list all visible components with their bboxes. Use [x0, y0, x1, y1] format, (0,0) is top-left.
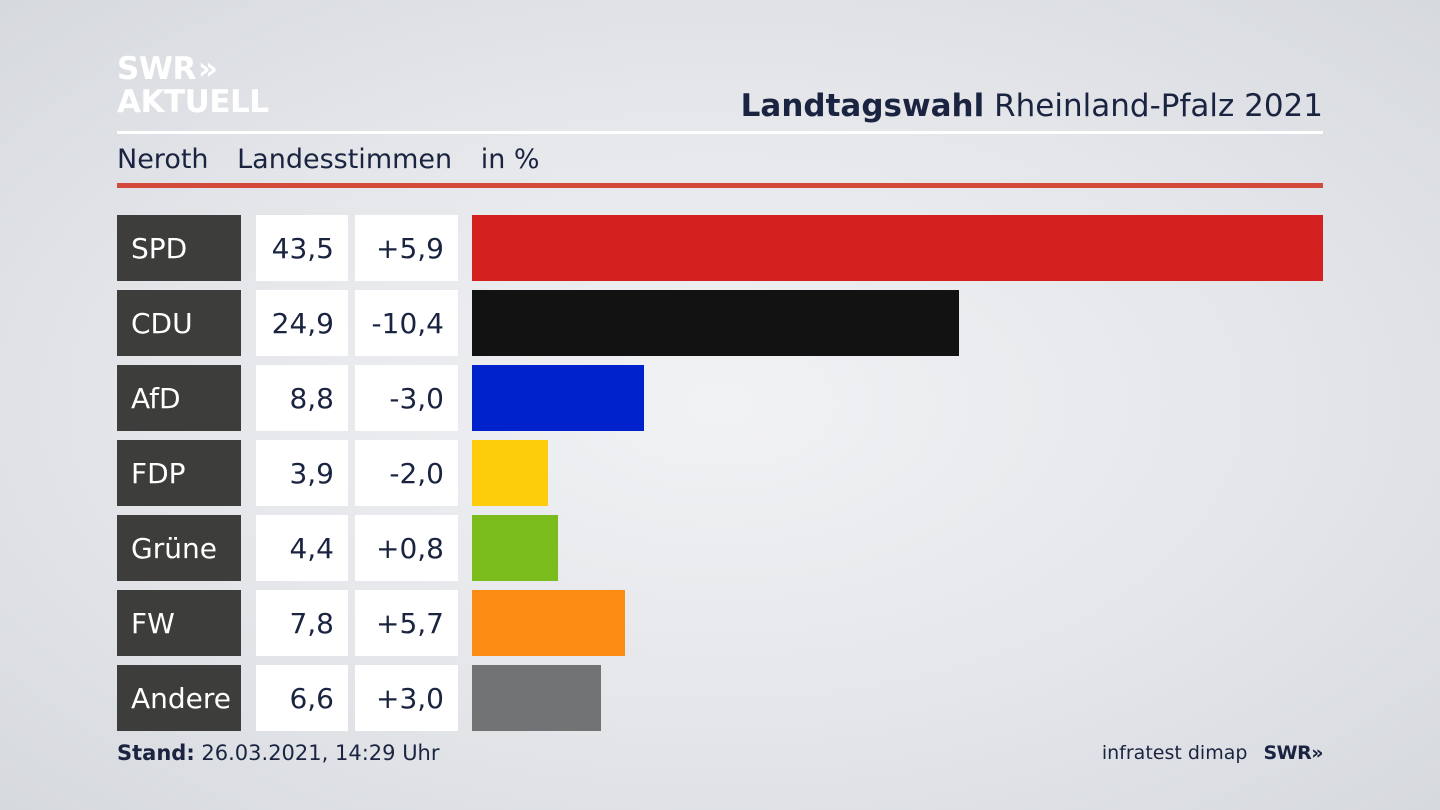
bar-row: Andere 6,6 +3,0	[117, 665, 1323, 731]
result-bar	[472, 215, 1323, 281]
source-credit: infratest dimap SWR»	[1101, 742, 1324, 764]
accent-divider	[117, 183, 1323, 188]
source-text: infratest dimap	[1101, 742, 1248, 764]
party-label: FDP	[117, 440, 241, 506]
stand-value: 26.03.2021, 14:29 Uhr	[201, 741, 440, 765]
party-label: SPD	[117, 215, 241, 281]
party-label: Grüne	[117, 515, 241, 581]
bar-row: FDP 3,9 -2,0	[117, 440, 1323, 506]
bar-row: Grüne 4,4 +0,8	[117, 515, 1323, 581]
result-bar	[472, 515, 558, 581]
swr-aktuell-logo: SWR» AKTUELL	[117, 54, 269, 118]
logo-swr-text: SWR	[117, 51, 196, 87]
party-label: Andere	[117, 665, 241, 731]
bar-row: CDU 24,9 -10,4	[117, 290, 1323, 356]
vote-share-label: 7,8	[256, 590, 348, 656]
subtitle-place: Neroth	[117, 144, 209, 175]
vote-share-label: 6,6	[256, 665, 348, 731]
logo-arrows-icon: »	[197, 51, 218, 87]
change-label: +0,8	[355, 515, 458, 581]
result-bar	[472, 590, 625, 656]
title-bold: Landtagswahl	[740, 88, 985, 124]
timestamp: Stand: 26.03.2021, 14:29 Uhr	[117, 741, 440, 765]
party-label: CDU	[117, 290, 241, 356]
result-bar	[472, 290, 959, 356]
swr-brand-logo: SWR»	[1263, 742, 1323, 764]
bar-row: AfD 8,8 -3,0	[117, 365, 1323, 431]
logo-aktuell-text: AKTUELL	[117, 84, 269, 120]
title-rest: Rheinland-Pfalz 2021	[994, 88, 1323, 124]
stand-label: Stand:	[117, 741, 195, 765]
result-bar	[472, 665, 601, 731]
vote-share-label: 43,5	[256, 215, 348, 281]
bar-row: FW 7,8 +5,7	[117, 590, 1323, 656]
party-label: FW	[117, 590, 241, 656]
change-label: -3,0	[355, 365, 458, 431]
bar-row: SPD 43,5 +5,9	[117, 215, 1323, 281]
change-label: -10,4	[355, 290, 458, 356]
vote-share-label: 3,9	[256, 440, 348, 506]
header-divider	[117, 131, 1323, 134]
subtitle-unit: in %	[480, 144, 540, 175]
change-label: +3,0	[355, 665, 458, 731]
party-label: AfD	[117, 365, 241, 431]
vote-share-label: 8,8	[256, 365, 348, 431]
subtitle: Neroth Landesstimmen in %	[117, 144, 560, 175]
result-bar	[472, 440, 548, 506]
change-label: +5,7	[355, 590, 458, 656]
page-title: Landtagswahl Rheinland-Pfalz 2021	[741, 88, 1323, 124]
vote-share-label: 4,4	[256, 515, 348, 581]
change-label: +5,9	[355, 215, 458, 281]
vote-share-label: 24,9	[256, 290, 348, 356]
subtitle-vote-type: Landesstimmen	[237, 144, 453, 175]
result-bar	[472, 365, 644, 431]
change-label: -2,0	[355, 440, 458, 506]
